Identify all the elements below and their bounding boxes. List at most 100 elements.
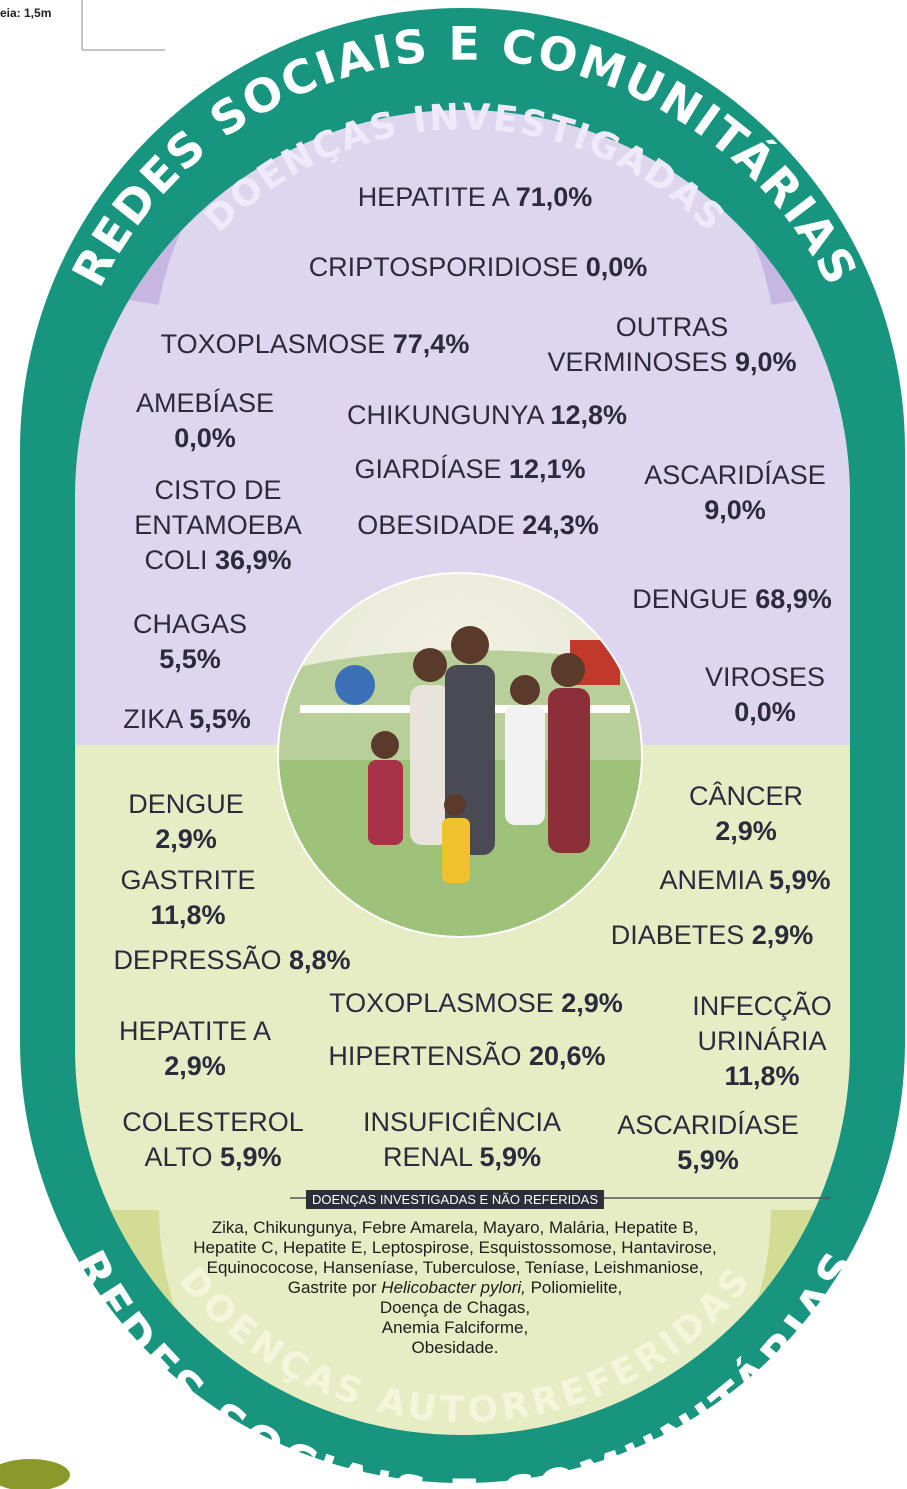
disease-value: 5,9% — [220, 1142, 282, 1172]
item-line: INFECÇÃO — [692, 989, 832, 1024]
item-line: CÂNCER — [689, 779, 803, 814]
disease-name: ZIKA — [123, 704, 182, 734]
note-line: Hepatite C, Hepatite E, Leptospirose, Es… — [193, 1238, 717, 1258]
disease-item: TOXOPLASMOSE 77,4% — [161, 327, 470, 362]
disease-name: OBESIDADE — [357, 510, 515, 540]
disease-value: 8,8% — [289, 945, 351, 975]
item-line: GASTRITE — [120, 863, 255, 898]
item-line: TOXOPLASMOSE 2,9% — [329, 986, 623, 1021]
item-line: COLI 36,9% — [134, 543, 302, 578]
disease-item: CRIPTOSPORIDIOSE 0,0% — [309, 250, 648, 285]
disease-name: DEPRESSÃO — [113, 945, 281, 975]
disease-item: ZIKA 5,5% — [123, 702, 251, 737]
item-line: GIARDÍASE 12,1% — [354, 452, 585, 487]
disease-value: 11,8% — [150, 900, 225, 930]
item-line: OUTRAS — [547, 310, 796, 345]
note: Zika, Chikungunya, Febre Amarela, Mayaro… — [193, 1218, 717, 1358]
item-line: 5,5% — [133, 642, 247, 677]
disease-value: 5,9% — [769, 865, 831, 895]
item-line: ENTAMOEBA — [134, 508, 302, 543]
disease-value: 2,9% — [715, 816, 777, 846]
disease-name: URINÁRIA — [697, 1026, 826, 1056]
disease-item: ASCARIDÍASE 9,0% — [644, 458, 826, 528]
disease-name: DENGUE — [632, 584, 748, 614]
disease-value: 2,9% — [752, 920, 814, 950]
disease-value: 5,5% — [159, 644, 221, 674]
disease-item: DENGUE 68,9% — [632, 582, 832, 617]
item-line: ANEMIA 5,9% — [659, 863, 830, 898]
item-line: CHIKUNGUNYA 12,8% — [347, 398, 627, 433]
disease-item: DEPRESSÃO 8,8% — [113, 943, 350, 978]
item-line: DENGUE 68,9% — [632, 582, 832, 617]
disease-value: 20,6% — [529, 1041, 606, 1071]
disease-value: 71,0% — [516, 182, 593, 212]
disease-item: CÂNCER2,9% — [689, 779, 803, 849]
disease-name: DIABETES — [611, 920, 745, 950]
note-line: Anemia Falciforme, — [193, 1318, 717, 1338]
item-line: ZIKA 5,5% — [123, 702, 251, 737]
item-line: RENAL 5,9% — [363, 1140, 561, 1175]
disease-name: OUTRAS — [616, 312, 729, 342]
disease-item: GIARDÍASE 12,1% — [354, 452, 585, 487]
disease-name: GASTRITE — [120, 865, 255, 895]
note-text: Doença de Chagas, — [380, 1298, 530, 1317]
disease-item: HEPATITE A2,9% — [119, 1014, 271, 1084]
disease-item: COLESTEROLALTO 5,9% — [122, 1105, 304, 1175]
item-line: COLESTEROL — [122, 1105, 304, 1140]
note-line: Gastrite por Helicobacter pylori, Poliom… — [193, 1278, 717, 1298]
corner-label: eia: 1,5m — [0, 6, 51, 20]
disease-value: 24,3% — [522, 510, 599, 540]
hat-icon — [0, 1459, 70, 1489]
disease-name: ANEMIA — [659, 865, 761, 895]
item-line: ALTO 5,9% — [122, 1140, 304, 1175]
item-line: 9,0% — [644, 493, 826, 528]
disease-item: DIABETES 2,9% — [611, 918, 814, 953]
disease-name: ENTAMOEBA — [134, 510, 302, 540]
disease-value: 5,9% — [677, 1145, 739, 1175]
item-line: CRIPTOSPORIDIOSE 0,0% — [309, 250, 648, 285]
item-line: HEPATITE A 71,0% — [358, 180, 593, 215]
disease-value: 36,9% — [215, 545, 292, 575]
item-line: CHAGAS — [133, 607, 247, 642]
disease-name: DENGUE — [128, 789, 244, 819]
item-line: DENGUE — [128, 787, 244, 822]
item-line: 0,0% — [136, 421, 274, 456]
disease-item: CHAGAS 5,5% — [133, 607, 247, 677]
item-line: HIPERTENSÃO 20,6% — [328, 1039, 605, 1074]
disease-item: INSUFICIÊNCIARENAL 5,9% — [363, 1105, 561, 1175]
disease-name: CHIKUNGUNYA — [347, 400, 543, 430]
note-text: Zika, Chikungunya, Febre Amarela, Mayaro… — [212, 1218, 699, 1237]
disease-name: COLI — [144, 545, 207, 575]
disease-value: 5,5% — [189, 704, 251, 734]
disease-value: 9,0% — [735, 347, 797, 377]
disease-value: 0,0% — [734, 697, 796, 727]
disease-value: 9,0% — [704, 495, 766, 525]
note-text: Poliomielite, — [526, 1278, 622, 1297]
note-line: Obesidade. — [193, 1338, 717, 1358]
item-line: CISTO DE — [134, 473, 302, 508]
item-line: 2,9% — [119, 1049, 271, 1084]
disease-name: VERMINOSES — [547, 347, 727, 377]
disease-name: CHAGAS — [133, 609, 247, 639]
disease-item: CISTO DEENTAMOEBACOLI 36,9% — [134, 473, 302, 578]
note-line: Zika, Chikungunya, Febre Amarela, Mayaro… — [193, 1218, 717, 1238]
disease-value: 5,9% — [480, 1142, 542, 1172]
note-text: Gastrite por — [288, 1278, 382, 1297]
page: REDES SOCIAIS E COMUNITÁRIAS DOENÇAS INV… — [0, 0, 907, 1489]
item-line: 11,8% — [120, 898, 255, 933]
disease-item: VIROSES0,0% — [705, 660, 825, 730]
disease-item: HIPERTENSÃO 20,6% — [328, 1039, 605, 1074]
disease-name: ASCARIDÍASE — [644, 460, 826, 490]
disease-item: ASCARIDÍASE 5,9% — [617, 1108, 799, 1178]
disease-name: ASCARIDÍASE — [617, 1110, 799, 1140]
note-text: Helicobacter pylori, — [381, 1278, 526, 1297]
item-line: DIABETES 2,9% — [611, 918, 814, 953]
disease-name: ALTO — [144, 1142, 212, 1172]
note-text: Hepatite C, Hepatite E, Leptospirose, Es… — [193, 1238, 717, 1257]
disease-item: TOXOPLASMOSE 2,9% — [329, 986, 623, 1021]
disease-name: INFECÇÃO — [692, 991, 832, 1021]
disease-name: TOXOPLASMOSE — [329, 988, 554, 1018]
item-line: 0,0% — [705, 695, 825, 730]
